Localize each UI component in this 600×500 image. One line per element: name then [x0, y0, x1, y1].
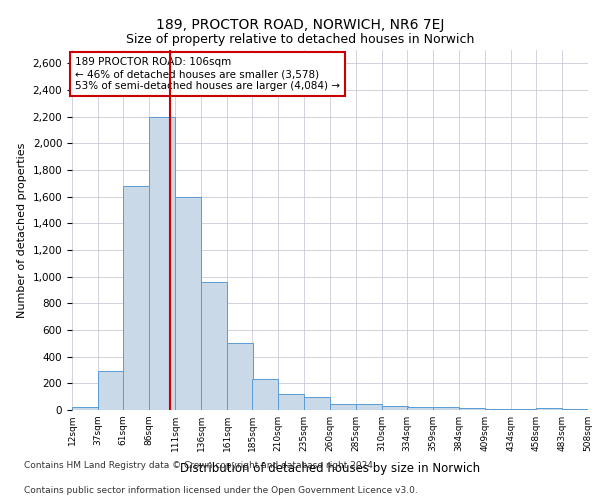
Text: Contains public sector information licensed under the Open Government Licence v3: Contains public sector information licen… — [24, 486, 418, 495]
X-axis label: Distribution of detached houses by size in Norwich: Distribution of detached houses by size … — [180, 462, 480, 475]
Bar — [407, 408, 433, 410]
Bar — [149, 116, 175, 410]
Text: 189 PROCTOR ROAD: 106sqm
← 46% of detached houses are smaller (3,578)
53% of sem: 189 PROCTOR ROAD: 106sqm ← 46% of detach… — [75, 58, 340, 90]
Bar — [485, 408, 511, 410]
Text: 189, PROCTOR ROAD, NORWICH, NR6 7EJ: 189, PROCTOR ROAD, NORWICH, NR6 7EJ — [156, 18, 444, 32]
Bar — [123, 186, 149, 410]
Bar — [175, 196, 201, 410]
Y-axis label: Number of detached properties: Number of detached properties — [17, 142, 27, 318]
Bar — [330, 404, 356, 410]
Bar — [536, 408, 562, 410]
Bar — [252, 378, 278, 410]
Bar — [304, 398, 330, 410]
Text: Size of property relative to detached houses in Norwich: Size of property relative to detached ho… — [126, 32, 474, 46]
Bar — [278, 394, 304, 410]
Bar — [382, 406, 408, 410]
Bar — [98, 372, 124, 410]
Bar — [433, 408, 459, 410]
Bar — [356, 404, 382, 410]
Bar — [459, 408, 485, 410]
Text: Contains HM Land Registry data © Crown copyright and database right 2024.: Contains HM Land Registry data © Crown c… — [24, 461, 376, 470]
Bar — [201, 282, 227, 410]
Bar — [72, 408, 98, 410]
Bar — [227, 344, 253, 410]
